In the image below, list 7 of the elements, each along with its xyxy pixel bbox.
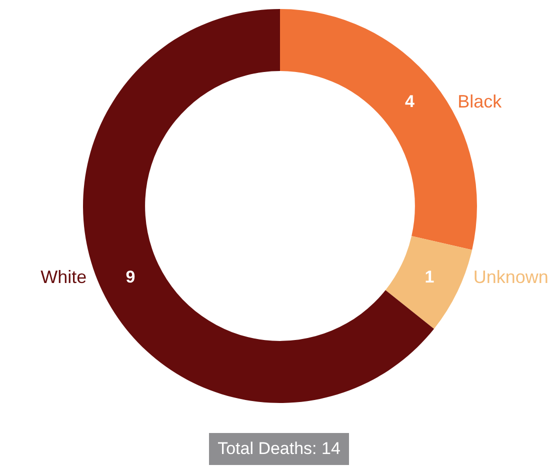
slice-label: Unknown	[473, 266, 548, 287]
data-label: 9	[126, 268, 136, 287]
slice-label: White	[40, 266, 87, 287]
data-label: 1	[424, 268, 434, 287]
text: Total Deaths: 14	[208, 433, 350, 465]
data-label: 4	[405, 92, 416, 112]
slice-label: Black	[458, 91, 503, 112]
